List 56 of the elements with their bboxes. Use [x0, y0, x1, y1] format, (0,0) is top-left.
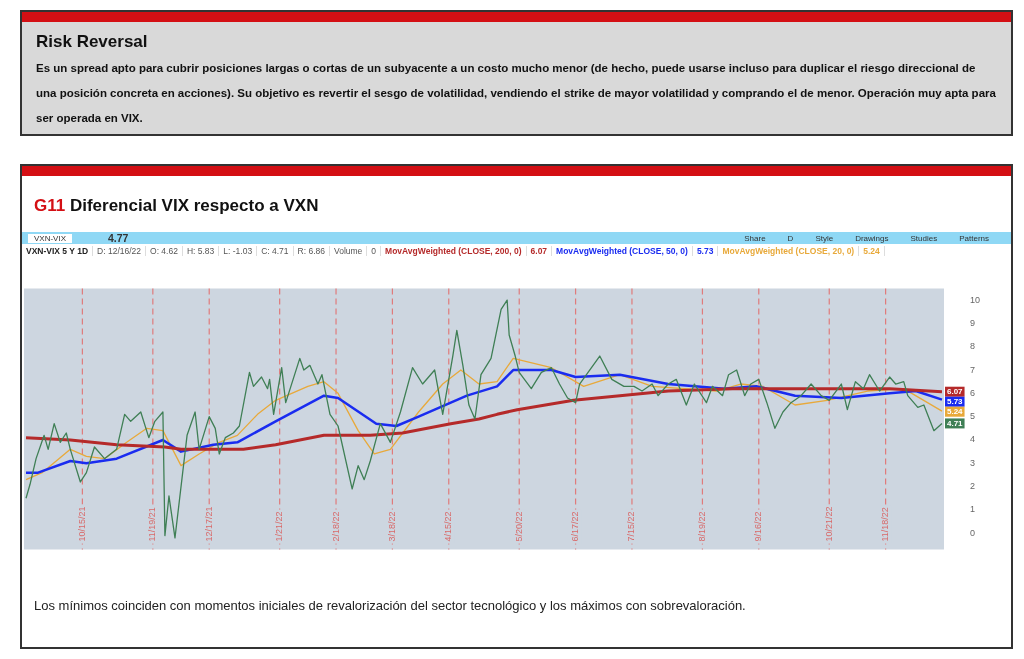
data-label: 4.71: [946, 418, 964, 428]
data-label: 6.07: [946, 386, 964, 396]
text: Patterns: [959, 233, 989, 243]
chart-title: G11 Diferencial VIX respecto a VXN: [34, 196, 319, 215]
x-tick-label: 1/21/22: [274, 511, 285, 542]
text: VXN-VIX 5 Y 1D: [22, 245, 94, 256]
text: 6.07: [530, 245, 548, 256]
text: 4.77: [107, 232, 130, 244]
y-tick-label: 10: [969, 294, 980, 305]
x-tick-label: 2/18/22: [330, 511, 341, 542]
y-tick-label: 2: [969, 481, 975, 492]
text: MovAvgWeighted (CLOSE, 200, 0): [381, 245, 527, 256]
text: MovAvgWeighted (CLOSE, 20, 0): [718, 245, 860, 256]
y-tick-label: 0: [969, 527, 975, 538]
y-tick-label: 6: [969, 387, 975, 398]
text: D: 12/16/22: [93, 245, 147, 256]
text: Studies: [910, 233, 938, 243]
data-label: 5.73: [946, 396, 964, 406]
text: Drawings: [855, 233, 889, 243]
x-tick-label: 5/20/22: [513, 511, 524, 542]
y-tick-label: 9: [969, 317, 975, 328]
x-tick-label: 11/19/21: [147, 507, 158, 542]
y-tick-label: 5: [969, 411, 975, 422]
text: Style: [815, 233, 834, 243]
text: O: 4.62: [146, 245, 183, 256]
text: R: 6.86: [293, 245, 330, 256]
text: 0: [367, 245, 382, 256]
text: C: 4.71: [257, 245, 294, 256]
y-tick-label: 3: [969, 457, 975, 468]
x-tick-label: 10/15/21: [76, 506, 87, 542]
text: Es un spread apto para cubrir posiciones largas o cortas de un subyacente a un costo mucho menor (de hecho, puede usarse incluso para duplicar el riesgo direccional de una posición concreta en acciones). Su objetivo es revertir el sesgo de volatilidad, vendiendo el strike de mayor volatilidad y comprando el de menor. Operación muy apta para ser operada en VIX.: [36, 61, 997, 126]
text: 5.24: [863, 245, 880, 256]
text: D: [787, 233, 794, 243]
text: Los mínimos coinciden con momentos iniciales de revalorización del sector tecnológico y los máximos con sobrevaloración.: [34, 598, 746, 613]
data-label: 5.24: [946, 406, 964, 416]
x-tick-label: 9/16/22: [753, 511, 764, 542]
y-tick-label: 1: [969, 504, 975, 515]
y-tick-label: 8: [969, 341, 975, 352]
x-tick-label: 12/17/21: [203, 506, 214, 542]
text: Volume: [329, 245, 368, 256]
x-tick-label: 4/15/22: [443, 511, 454, 542]
x-tick-label: 7/15/22: [626, 511, 637, 542]
text: VXN-VIX: [28, 233, 73, 243]
text: L: -1.03: [219, 245, 258, 256]
text: H: 5.83: [182, 245, 220, 256]
x-tick-label: 11/18/22: [880, 507, 891, 542]
x-tick-label: 3/18/22: [386, 511, 397, 542]
text: 5.73: [696, 245, 714, 256]
y-tick-label: 4: [969, 434, 975, 445]
text: Risk Reversal: [36, 32, 149, 52]
x-tick-label: 6/17/22: [570, 511, 581, 542]
text: MovAvgWeighted (CLOSE, 50, 0): [552, 245, 693, 256]
x-tick-label: 10/21/22: [823, 506, 834, 542]
y-tick-label: 7: [969, 364, 975, 375]
x-tick-label: 8/19/22: [696, 511, 707, 542]
text: Share: [744, 233, 766, 243]
